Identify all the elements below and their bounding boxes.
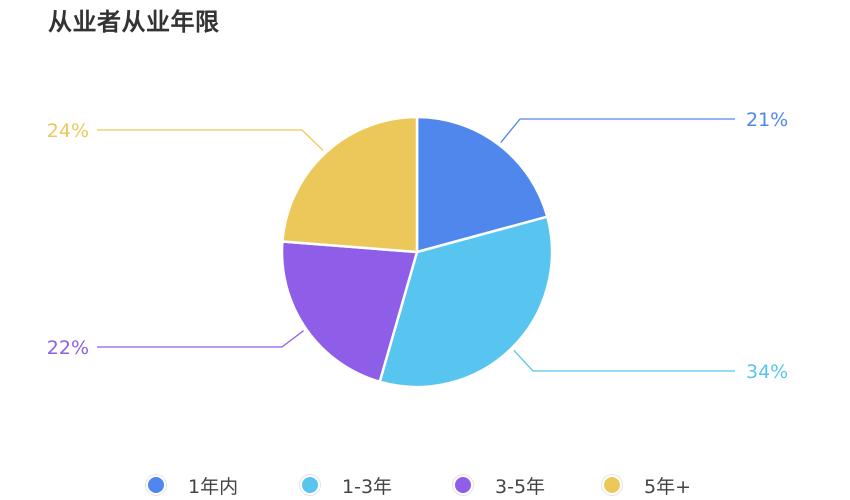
data-label-3-5yr: 22% bbox=[47, 337, 89, 359]
pie-chart: 21% 34% 22% 24% bbox=[47, 109, 788, 389]
legend-label-1yr: 1年内 bbox=[188, 475, 239, 498]
data-label-1-3yr: 34% bbox=[746, 361, 788, 383]
pie-slice-5yr-plus[interactable] bbox=[281, 115, 419, 254]
leader-line-1-3yr bbox=[513, 349, 735, 372]
legend-dot-1yr bbox=[148, 477, 164, 493]
legend-item-1-3yr[interactable]: 1-3年 bbox=[302, 470, 392, 500]
leader-line-3-5yr bbox=[97, 330, 305, 348]
data-label-5yr-plus: 24% bbox=[47, 120, 89, 142]
legend-label-3-5yr: 3-5年 bbox=[495, 475, 546, 498]
legend-label-1-3yr: 1-3年 bbox=[342, 475, 393, 498]
data-label-1yr: 21% bbox=[746, 109, 788, 131]
legend: 1年内 1-3年 3-5年 5年+ bbox=[0, 470, 850, 500]
leader-line-5yr-plus bbox=[97, 129, 324, 152]
pie-slice-1-3yr[interactable] bbox=[378, 215, 554, 389]
chart-title: 从业者从业年限 bbox=[48, 8, 220, 36]
legend-dot-3-5yr bbox=[455, 477, 471, 493]
leader-line-1yr bbox=[500, 118, 735, 143]
legend-item-5yr-plus[interactable]: 5年+ bbox=[604, 470, 691, 500]
pie-slice-3-5yr[interactable] bbox=[280, 240, 419, 383]
legend-dot-1-3yr bbox=[302, 477, 318, 493]
legend-item-1yr[interactable]: 1年内 bbox=[148, 470, 238, 500]
legend-item-3-5yr[interactable]: 3-5年 bbox=[455, 470, 545, 500]
legend-dot-5yr-plus bbox=[604, 477, 620, 493]
legend-label-5yr-plus: 5年+ bbox=[644, 475, 692, 498]
pie-slice-1yr[interactable] bbox=[415, 115, 549, 254]
